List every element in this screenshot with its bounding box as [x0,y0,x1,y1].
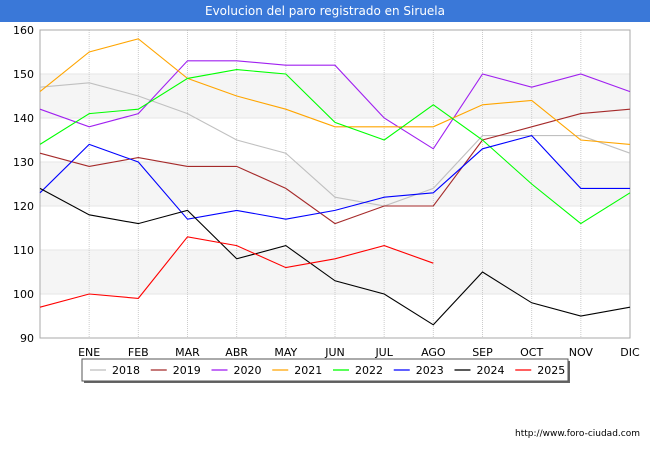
y-tick-label: 100 [13,288,34,301]
x-tick-label: MAY [274,346,297,359]
y-tick-label: 120 [13,200,34,213]
y-tick-label: 160 [13,24,34,37]
legend-label-2018: 2018 [112,364,140,377]
y-tick-label: 140 [13,112,34,125]
series-line-2025 [39,236,434,308]
y-tick-label: 150 [13,68,34,81]
series-line-2022 [39,69,631,225]
x-tick-label: AGO [421,346,446,359]
legend-label-2020: 2020 [234,364,262,377]
x-tick-label: JUN [324,346,345,359]
x-tick-label: SEP [472,346,493,359]
x-tick-label: OCT [520,346,543,359]
x-tick-label: FEB [128,346,149,359]
legend-box [81,358,569,382]
chart-title: Evolucion del paro registrado en Siruela [0,0,650,22]
x-tick-label: JUL [374,346,393,359]
x-tick-label: ABR [225,346,248,359]
y-tick-label: 90 [20,332,34,345]
source-credit: http://www.foro-ciudad.com [515,429,640,439]
plot-border [39,29,631,339]
legend-label-2023: 2023 [416,364,444,377]
legend-label-2022: 2022 [355,364,383,377]
legend-label-2025: 2025 [537,364,565,377]
x-tick-label: ENE [78,346,100,359]
legend-label-2019: 2019 [173,364,201,377]
series-line-2024 [39,187,631,326]
legend-label-2024: 2024 [477,364,505,377]
chart-area: 90 100 110 120 130 140 150 160 ENE FEB MAR ABR MAY JU… [13,24,640,383]
series-line-2021 [39,38,631,145]
y-tick-label: 110 [13,244,34,257]
series-line-2020 [39,60,631,150]
legend-label-2021: 2021 [294,364,322,377]
y-tick-label: 130 [13,156,34,169]
series-line-2023 [39,134,630,220]
x-tick-label: MAR [175,346,200,359]
series-line-2019 [39,108,631,225]
x-tick-label: NOV [569,346,594,359]
x-tick-label: DIC [620,346,640,359]
